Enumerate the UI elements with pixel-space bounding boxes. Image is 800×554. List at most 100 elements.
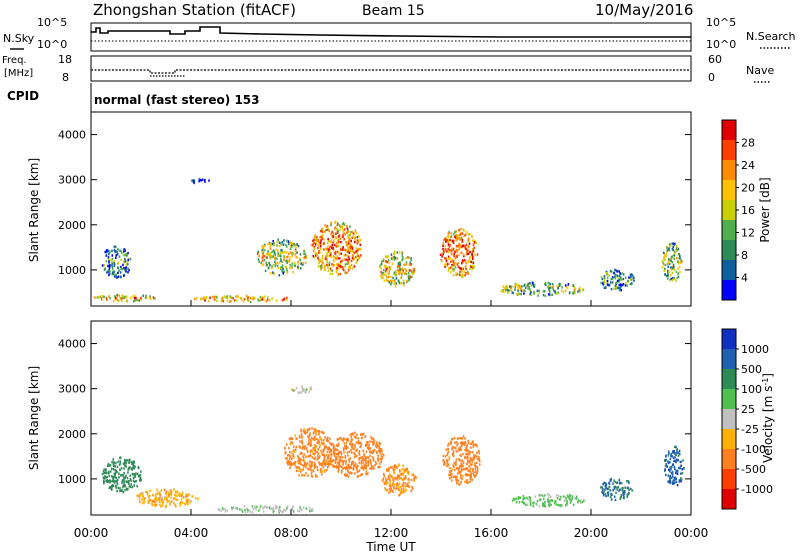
range-cell xyxy=(475,455,478,458)
range-cell xyxy=(278,261,281,264)
range-cell xyxy=(352,442,354,446)
range-cell xyxy=(465,446,468,449)
range-cell xyxy=(124,295,126,299)
range-cell xyxy=(172,498,175,501)
range-cell xyxy=(292,271,294,274)
range-cell xyxy=(516,292,518,296)
range-cell xyxy=(261,298,263,301)
range-cell xyxy=(384,267,387,270)
range-cell xyxy=(117,271,119,275)
range-cell xyxy=(571,497,573,500)
range-cell xyxy=(158,491,161,494)
colorbar-segment xyxy=(722,329,736,350)
colorbar-tick-label: 500 xyxy=(741,363,762,376)
range-cell xyxy=(318,441,321,444)
range-cell xyxy=(624,276,627,279)
range-cell xyxy=(266,300,268,303)
range-cell xyxy=(302,389,304,392)
range-cell xyxy=(157,498,160,501)
range-cell xyxy=(346,451,349,454)
range-cell xyxy=(336,245,339,248)
range-cell xyxy=(324,230,326,233)
range-cell xyxy=(456,476,458,479)
range-cell xyxy=(108,486,111,489)
range-cell xyxy=(331,237,333,240)
range-cell xyxy=(673,252,676,255)
range-cell xyxy=(600,281,602,285)
range-cell xyxy=(297,456,300,459)
range-cell xyxy=(398,494,401,497)
range-cell xyxy=(609,496,612,499)
range-cell xyxy=(455,458,458,461)
range-cell xyxy=(129,474,132,477)
range-cell xyxy=(404,267,406,271)
range-cell xyxy=(301,463,303,467)
range-cell xyxy=(670,243,673,246)
range-cell xyxy=(151,502,153,505)
range-cell xyxy=(261,296,264,299)
range-cell xyxy=(450,260,452,263)
range-cell xyxy=(125,263,128,266)
range-cell xyxy=(667,474,670,477)
range-cell xyxy=(439,253,442,256)
range-cell xyxy=(627,493,630,496)
range-cell xyxy=(310,440,312,443)
range-cell xyxy=(375,444,377,447)
range-cell xyxy=(386,468,388,471)
range-cell xyxy=(672,248,674,252)
range-cell xyxy=(348,236,350,239)
range-cell xyxy=(608,481,610,484)
range-cell xyxy=(675,245,678,248)
colorbar-tick-label: -1000 xyxy=(741,483,773,496)
range-cell xyxy=(216,296,218,299)
range-cell xyxy=(554,291,557,295)
range-cell xyxy=(122,295,125,298)
range-cell xyxy=(614,485,617,489)
range-cell xyxy=(285,443,288,446)
range-cell xyxy=(105,297,108,301)
range-cell xyxy=(473,453,475,457)
y-tick-label: 4000 xyxy=(58,338,86,351)
range-cell xyxy=(323,453,325,456)
range-cell xyxy=(630,273,633,276)
range-cell xyxy=(360,466,362,470)
range-cell xyxy=(385,273,387,277)
range-cell xyxy=(339,272,341,276)
range-cell xyxy=(444,237,446,240)
range-cell xyxy=(339,228,341,231)
range-cell xyxy=(113,472,116,475)
range-cell xyxy=(618,279,620,282)
range-cell xyxy=(274,253,276,256)
range-cell xyxy=(328,248,330,251)
range-cell xyxy=(529,290,532,294)
range-cell xyxy=(675,270,678,273)
range-cell xyxy=(299,391,301,394)
range-cell xyxy=(457,245,460,248)
range-cell xyxy=(518,501,521,504)
range-cell xyxy=(369,450,372,454)
range-cell xyxy=(133,465,135,468)
range-cell xyxy=(342,439,344,442)
range-cell xyxy=(460,274,463,277)
range-cell xyxy=(376,444,378,447)
range-cell xyxy=(334,232,337,235)
range-cell xyxy=(241,510,244,513)
range-cell xyxy=(383,279,386,282)
range-cell xyxy=(619,481,621,484)
range-cell xyxy=(469,467,472,470)
range-cell xyxy=(536,499,539,503)
range-cell xyxy=(373,449,376,452)
range-cell xyxy=(673,450,675,453)
range-cell xyxy=(258,260,261,264)
range-cell xyxy=(317,440,319,443)
range-cell xyxy=(190,179,193,182)
range-cell xyxy=(299,507,301,510)
range-cell xyxy=(312,469,315,473)
range-cell xyxy=(326,255,329,258)
range-cell xyxy=(325,247,327,250)
range-cell xyxy=(272,255,274,258)
range-cell xyxy=(358,235,360,238)
range-cell xyxy=(125,461,127,465)
range-cell xyxy=(460,251,463,254)
range-cell xyxy=(450,252,453,255)
